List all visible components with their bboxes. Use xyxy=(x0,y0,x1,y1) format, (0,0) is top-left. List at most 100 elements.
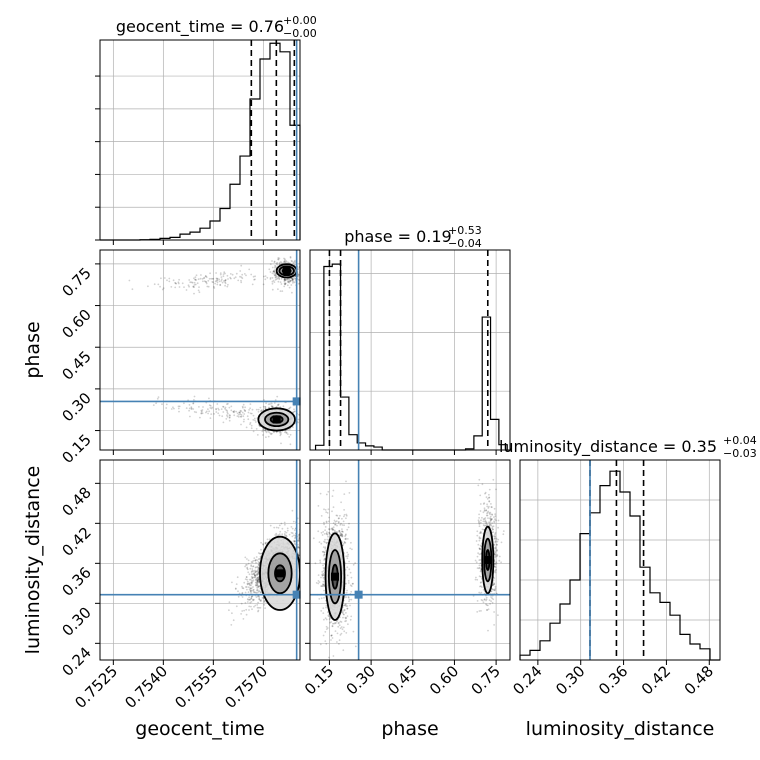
scatter-phase-vs-luminosity-distance-point xyxy=(324,509,327,511)
scatter-phase-vs-luminosity-distance-point xyxy=(327,614,330,617)
title-luminosity-distance-plus: +0.04 xyxy=(723,434,757,447)
scatter-phase-vs-luminosity-distance-point xyxy=(341,528,343,530)
scatter-phase-vs-luminosity-distance-point xyxy=(494,571,497,574)
scatter-phase-vs-luminosity-distance-point xyxy=(325,625,328,628)
scatter-geocent-time-vs-phase-point xyxy=(193,284,196,286)
scatter-geocent-time-vs-phase-point xyxy=(243,408,246,411)
scatter-phase-vs-luminosity-distance-point xyxy=(485,509,487,512)
scatter-phase-vs-luminosity-distance-point xyxy=(323,568,326,570)
scatter-geocent-time-vs-phase-point xyxy=(284,282,287,285)
scatter-geocent-time-vs-phase-point xyxy=(291,277,294,280)
scatter-geocent-time-vs-phase-point xyxy=(283,278,286,281)
scatter-phase-vs-luminosity-distance-point xyxy=(495,488,497,491)
scatter-phase-vs-luminosity-distance-point xyxy=(326,538,329,541)
scatter-geocent-time-vs-luminosity-distance-point xyxy=(255,559,257,561)
scatter-geocent-time-vs-luminosity-distance-point xyxy=(300,555,302,557)
scatter-geocent-time-vs-luminosity-distance-point xyxy=(283,533,286,535)
scatter-phase-vs-luminosity-distance-xtick-label-3: 0.60 xyxy=(426,662,462,698)
scatter-phase-vs-luminosity-distance-point xyxy=(326,512,329,514)
scatter-phase-vs-luminosity-distance-point xyxy=(478,548,481,550)
scatter-phase-vs-luminosity-distance-point xyxy=(494,532,497,534)
scatter-geocent-time-vs-luminosity-distance-point xyxy=(241,587,244,589)
scatter-phase-vs-luminosity-distance-point xyxy=(314,562,317,565)
scatter-phase-vs-luminosity-distance-point xyxy=(497,526,499,529)
scatter-geocent-time-vs-luminosity-distance-point xyxy=(257,573,260,576)
scatter-geocent-time-vs-luminosity-distance-points xyxy=(228,509,313,626)
scatter-geocent-time-vs-phase-point xyxy=(204,275,207,277)
scatter-geocent-time-vs-luminosity-distance-point xyxy=(244,602,247,604)
scatter-geocent-time-vs-phase-point xyxy=(293,277,296,279)
scatter-phase-vs-luminosity-distance-point xyxy=(346,557,349,560)
scatter-phase-vs-luminosity-distance-point xyxy=(334,630,337,632)
scatter-geocent-time-vs-luminosity-distance-point xyxy=(257,590,260,593)
scatter-geocent-time-vs-luminosity-distance-point xyxy=(291,532,294,535)
scatter-geocent-time-vs-luminosity-distance-point xyxy=(311,565,313,567)
scatter-geocent-time-vs-phase-point xyxy=(166,279,168,282)
scatter-phase-vs-luminosity-distance-point xyxy=(326,531,328,533)
scatter-geocent-time-vs-phase-point xyxy=(188,404,191,406)
scatter-geocent-time-vs-phase-point xyxy=(220,278,223,281)
scatter-geocent-time-vs-luminosity-distance-point xyxy=(285,534,288,537)
scatter-geocent-time-vs-luminosity-distance-point xyxy=(297,539,300,542)
scatter-geocent-time-vs-luminosity-distance-point xyxy=(277,534,280,536)
scatter-geocent-time-vs-phase-point xyxy=(239,413,242,415)
scatter-geocent-time-vs-luminosity-distance-point xyxy=(256,577,259,580)
scatter-geocent-time-vs-luminosity-distance-point xyxy=(257,580,259,583)
scatter-geocent-time-vs-luminosity-distance-point xyxy=(251,580,254,583)
scatter-geocent-time-vs-phase-point xyxy=(239,270,242,272)
scatter-phase-vs-luminosity-distance-point xyxy=(479,581,482,584)
scatter-geocent-time-vs-phase-point xyxy=(292,280,295,283)
scatter-geocent-time-vs-phase-point xyxy=(253,417,256,420)
scatter-phase-vs-luminosity-distance-point xyxy=(502,533,505,536)
scatter-geocent-time-vs-luminosity-distance-point xyxy=(256,606,259,609)
scatter-phase-vs-luminosity-distance-point xyxy=(490,518,492,521)
scatter-phase-vs-luminosity-distance-point xyxy=(337,520,340,523)
scatter-phase-vs-luminosity-distance-point xyxy=(488,599,491,602)
scatter-geocent-time-vs-phase-point xyxy=(280,433,282,436)
scatter-geocent-time-vs-phase-point xyxy=(266,429,269,432)
scatter-geocent-time-vs-phase-point xyxy=(269,263,272,265)
scatter-phase-vs-luminosity-distance-point xyxy=(324,640,327,642)
scatter-phase-vs-luminosity-distance-point xyxy=(342,649,345,652)
scatter-geocent-time-vs-luminosity-distance-point xyxy=(301,529,303,531)
scatter-geocent-time-vs-phase-point xyxy=(284,282,287,285)
scatter-geocent-time-vs-luminosity-distance-point xyxy=(302,535,304,537)
scatter-phase-vs-luminosity-distance-point xyxy=(334,520,337,523)
scatter-phase-vs-luminosity-distance-point xyxy=(489,513,491,516)
scatter-geocent-time-vs-phase-point xyxy=(170,408,173,410)
scatter-phase-vs-luminosity-distance-point xyxy=(321,574,324,577)
scatter-geocent-time-vs-phase-point xyxy=(229,414,232,417)
scatter-geocent-time-vs-phase-ytick-label-4: 0.75 xyxy=(58,264,94,300)
scatter-geocent-time-vs-phase-point xyxy=(192,402,195,404)
scatter-geocent-time-vs-luminosity-distance-point xyxy=(246,563,248,566)
scatter-geocent-time-vs-luminosity-distance-point xyxy=(254,576,256,579)
scatter-geocent-time-vs-luminosity-distance-point xyxy=(304,553,306,555)
data-layer xyxy=(100,40,720,661)
scatter-geocent-time-vs-phase-point xyxy=(188,409,191,412)
scatter-phase-vs-luminosity-distance-point xyxy=(492,525,495,528)
scatter-geocent-time-vs-luminosity-distance-point xyxy=(277,527,280,529)
scatter-geocent-time-vs-phase-point xyxy=(233,277,236,280)
scatter-phase-vs-luminosity-distance-point xyxy=(347,580,350,582)
scatter-geocent-time-vs-phase-point xyxy=(292,279,294,281)
scatter-geocent-time-vs-phase-point xyxy=(263,429,266,432)
scatter-geocent-time-vs-phase-point xyxy=(230,277,232,280)
title-phase-minus: −0.04 xyxy=(448,237,482,250)
scatter-geocent-time-vs-phase-point xyxy=(292,277,295,279)
scatter-geocent-time-vs-luminosity-distance-point xyxy=(275,534,278,536)
scatter-geocent-time-vs-luminosity-distance-point xyxy=(256,586,258,589)
title-phase-plus: +0.53 xyxy=(448,224,482,237)
scatter-geocent-time-vs-phase-point xyxy=(224,279,227,281)
scatter-phase-vs-luminosity-distance-point xyxy=(332,522,335,524)
scatter-geocent-time-vs-phase-point xyxy=(177,407,180,410)
scatter-geocent-time-vs-phase-point xyxy=(269,277,272,279)
scatter-phase-vs-luminosity-distance-point xyxy=(475,540,478,542)
scatter-geocent-time-vs-luminosity-distance-point xyxy=(254,574,256,577)
scatter-geocent-time-vs-luminosity-distance-point xyxy=(257,580,259,583)
scatter-phase-vs-luminosity-distance-point xyxy=(476,611,479,613)
scatter-phase-vs-luminosity-distance-point xyxy=(319,559,321,562)
scatter-geocent-time-vs-phase-point xyxy=(284,278,286,281)
scatter-geocent-time-vs-luminosity-distance-point xyxy=(256,579,259,581)
scatter-geocent-time-vs-phase-point xyxy=(252,275,255,278)
scatter-phase-vs-luminosity-distance-point xyxy=(323,521,325,524)
